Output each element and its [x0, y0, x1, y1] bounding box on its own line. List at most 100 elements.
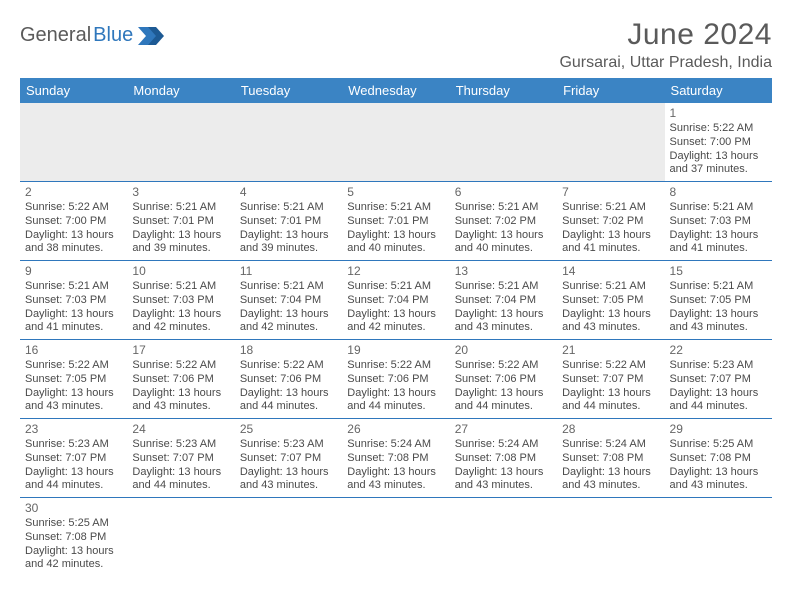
- sunset-line: Sunset: 7:07 PM: [132, 452, 229, 466]
- calendar-cell: [450, 498, 557, 577]
- calendar-cell: 13Sunrise: 5:21 AMSunset: 7:04 PMDayligh…: [450, 261, 557, 340]
- day-number: 3: [132, 185, 229, 200]
- calendar-cell: 30Sunrise: 5:25 AMSunset: 7:08 PMDayligh…: [20, 498, 127, 577]
- sunset-line: Sunset: 7:04 PM: [240, 294, 337, 308]
- day-number: 16: [25, 343, 122, 358]
- calendar-cell: 16Sunrise: 5:22 AMSunset: 7:05 PMDayligh…: [20, 340, 127, 419]
- sunset-line: Sunset: 7:02 PM: [562, 215, 659, 229]
- sunrise-line: Sunrise: 5:22 AM: [25, 201, 122, 215]
- daylight-line-1: Daylight: 13 hours: [347, 229, 444, 243]
- sunrise-line: Sunrise: 5:21 AM: [670, 201, 767, 215]
- day-number: 26: [347, 422, 444, 437]
- daylight-line-2: and 41 minutes.: [25, 321, 122, 335]
- daylight-line-1: Daylight: 13 hours: [347, 387, 444, 401]
- calendar-cell: [235, 103, 342, 182]
- calendar-cell: [665, 498, 772, 577]
- day-number: 2: [25, 185, 122, 200]
- daylight-line-2: and 42 minutes.: [240, 321, 337, 335]
- sunrise-line: Sunrise: 5:21 AM: [347, 280, 444, 294]
- calendar-cell: 28Sunrise: 5:24 AMSunset: 7:08 PMDayligh…: [557, 419, 664, 498]
- calendar-week-row: 2Sunrise: 5:22 AMSunset: 7:00 PMDaylight…: [20, 182, 772, 261]
- daylight-line-1: Daylight: 13 hours: [132, 308, 229, 322]
- calendar-week-row: 23Sunrise: 5:23 AMSunset: 7:07 PMDayligh…: [20, 419, 772, 498]
- header: GeneralBlue June 2024 Gursarai, Uttar Pr…: [20, 18, 772, 72]
- sunrise-line: Sunrise: 5:24 AM: [562, 438, 659, 452]
- daylight-line-1: Daylight: 13 hours: [455, 466, 552, 480]
- sunrise-line: Sunrise: 5:22 AM: [562, 359, 659, 373]
- sunset-line: Sunset: 7:05 PM: [670, 294, 767, 308]
- daylight-line-2: and 43 minutes.: [347, 479, 444, 493]
- calendar-cell: 14Sunrise: 5:21 AMSunset: 7:05 PMDayligh…: [557, 261, 664, 340]
- sunrise-line: Sunrise: 5:22 AM: [670, 122, 767, 136]
- daylight-line-1: Daylight: 13 hours: [240, 387, 337, 401]
- calendar-cell: 20Sunrise: 5:22 AMSunset: 7:06 PMDayligh…: [450, 340, 557, 419]
- weekday-header: Saturday: [665, 78, 772, 103]
- day-number: 17: [132, 343, 229, 358]
- day-number: 8: [670, 185, 767, 200]
- calendar-cell: 15Sunrise: 5:21 AMSunset: 7:05 PMDayligh…: [665, 261, 772, 340]
- sunset-line: Sunset: 7:07 PM: [240, 452, 337, 466]
- daylight-line-1: Daylight: 13 hours: [455, 387, 552, 401]
- sunset-line: Sunset: 7:03 PM: [25, 294, 122, 308]
- daylight-line-2: and 43 minutes.: [240, 479, 337, 493]
- sunset-line: Sunset: 7:08 PM: [25, 531, 122, 545]
- calendar-cell: 18Sunrise: 5:22 AMSunset: 7:06 PMDayligh…: [235, 340, 342, 419]
- calendar-cell: 19Sunrise: 5:22 AMSunset: 7:06 PMDayligh…: [342, 340, 449, 419]
- weekday-header: Friday: [557, 78, 664, 103]
- daylight-line-1: Daylight: 13 hours: [132, 387, 229, 401]
- daylight-line-2: and 44 minutes.: [25, 479, 122, 493]
- daylight-line-2: and 42 minutes.: [347, 321, 444, 335]
- sunrise-line: Sunrise: 5:23 AM: [25, 438, 122, 452]
- daylight-line-2: and 39 minutes.: [132, 242, 229, 256]
- sunrise-line: Sunrise: 5:22 AM: [132, 359, 229, 373]
- day-number: 18: [240, 343, 337, 358]
- sunrise-line: Sunrise: 5:22 AM: [455, 359, 552, 373]
- sunrise-line: Sunrise: 5:21 AM: [455, 201, 552, 215]
- calendar-cell: [235, 498, 342, 577]
- day-number: 4: [240, 185, 337, 200]
- daylight-line-2: and 38 minutes.: [25, 242, 122, 256]
- daylight-line-2: and 41 minutes.: [670, 242, 767, 256]
- day-number: 24: [132, 422, 229, 437]
- calendar-week-row: 16Sunrise: 5:22 AMSunset: 7:05 PMDayligh…: [20, 340, 772, 419]
- daylight-line-1: Daylight: 13 hours: [455, 308, 552, 322]
- sunset-line: Sunset: 7:07 PM: [562, 373, 659, 387]
- calendar-cell: 27Sunrise: 5:24 AMSunset: 7:08 PMDayligh…: [450, 419, 557, 498]
- day-number: 30: [25, 501, 122, 516]
- daylight-line-1: Daylight: 13 hours: [670, 229, 767, 243]
- daylight-line-2: and 40 minutes.: [455, 242, 552, 256]
- sunrise-line: Sunrise: 5:24 AM: [347, 438, 444, 452]
- calendar-cell: 26Sunrise: 5:24 AMSunset: 7:08 PMDayligh…: [342, 419, 449, 498]
- day-number: 11: [240, 264, 337, 279]
- daylight-line-1: Daylight: 13 hours: [240, 466, 337, 480]
- day-number: 29: [670, 422, 767, 437]
- sunset-line: Sunset: 7:04 PM: [455, 294, 552, 308]
- calendar-cell: 7Sunrise: 5:21 AMSunset: 7:02 PMDaylight…: [557, 182, 664, 261]
- day-number: 5: [347, 185, 444, 200]
- calendar-cell: 4Sunrise: 5:21 AMSunset: 7:01 PMDaylight…: [235, 182, 342, 261]
- day-number: 12: [347, 264, 444, 279]
- sunrise-line: Sunrise: 5:21 AM: [347, 201, 444, 215]
- daylight-line-2: and 43 minutes.: [562, 321, 659, 335]
- weekday-header: Wednesday: [342, 78, 449, 103]
- sunset-line: Sunset: 7:02 PM: [455, 215, 552, 229]
- day-number: 27: [455, 422, 552, 437]
- daylight-line-2: and 43 minutes.: [670, 321, 767, 335]
- sunset-line: Sunset: 7:03 PM: [132, 294, 229, 308]
- sunset-line: Sunset: 7:07 PM: [25, 452, 122, 466]
- daylight-line-2: and 41 minutes.: [562, 242, 659, 256]
- daylight-line-2: and 43 minutes.: [670, 479, 767, 493]
- daylight-line-1: Daylight: 13 hours: [347, 308, 444, 322]
- day-number: 23: [25, 422, 122, 437]
- day-number: 14: [562, 264, 659, 279]
- daylight-line-1: Daylight: 13 hours: [562, 308, 659, 322]
- daylight-line-2: and 44 minutes.: [347, 400, 444, 414]
- day-number: 10: [132, 264, 229, 279]
- daylight-line-1: Daylight: 13 hours: [132, 466, 229, 480]
- sunrise-line: Sunrise: 5:23 AM: [670, 359, 767, 373]
- daylight-line-1: Daylight: 13 hours: [132, 229, 229, 243]
- daylight-line-2: and 43 minutes.: [455, 479, 552, 493]
- daylight-line-1: Daylight: 13 hours: [562, 229, 659, 243]
- daylight-line-2: and 43 minutes.: [132, 400, 229, 414]
- calendar-cell: 17Sunrise: 5:22 AMSunset: 7:06 PMDayligh…: [127, 340, 234, 419]
